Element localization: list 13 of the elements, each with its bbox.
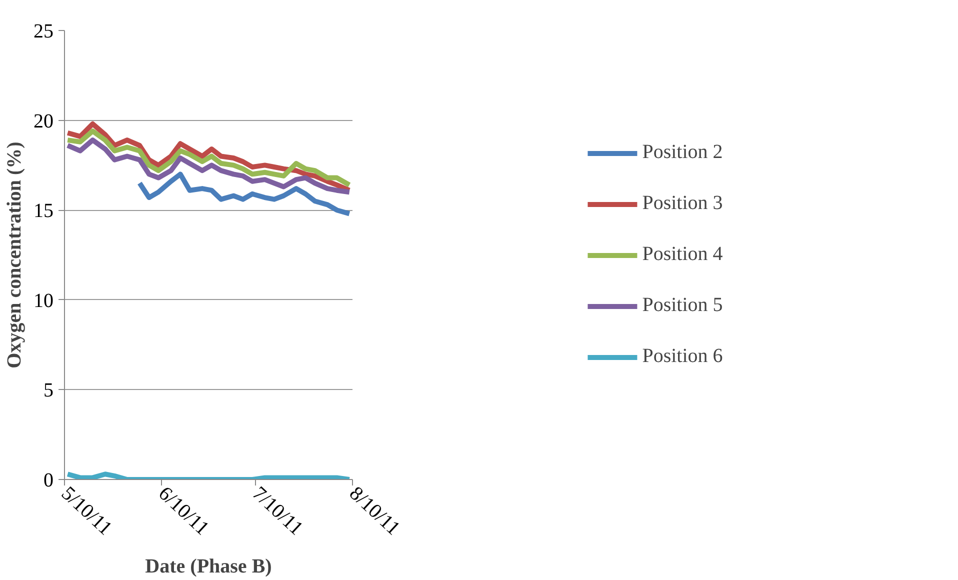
y-tick-label: 25 <box>34 20 54 42</box>
y-axis-title: Oxygen concentration (%) <box>4 142 26 368</box>
y-tick-label: 15 <box>34 200 54 222</box>
y-tick-label: 10 <box>34 290 54 312</box>
legend-label: Position 5 <box>642 293 723 318</box>
y-tick-label: 5 <box>44 380 54 402</box>
y-tick-label: 0 <box>44 470 54 492</box>
legend-label: Position 6 <box>642 344 723 369</box>
y-tick-label: 20 <box>34 110 54 132</box>
legend-label: Position 4 <box>642 242 723 267</box>
legend-label: Position 3 <box>642 191 723 216</box>
legend-label: Position 2 <box>642 140 723 165</box>
x-axis-title: Date (Phase B) <box>145 556 272 578</box>
